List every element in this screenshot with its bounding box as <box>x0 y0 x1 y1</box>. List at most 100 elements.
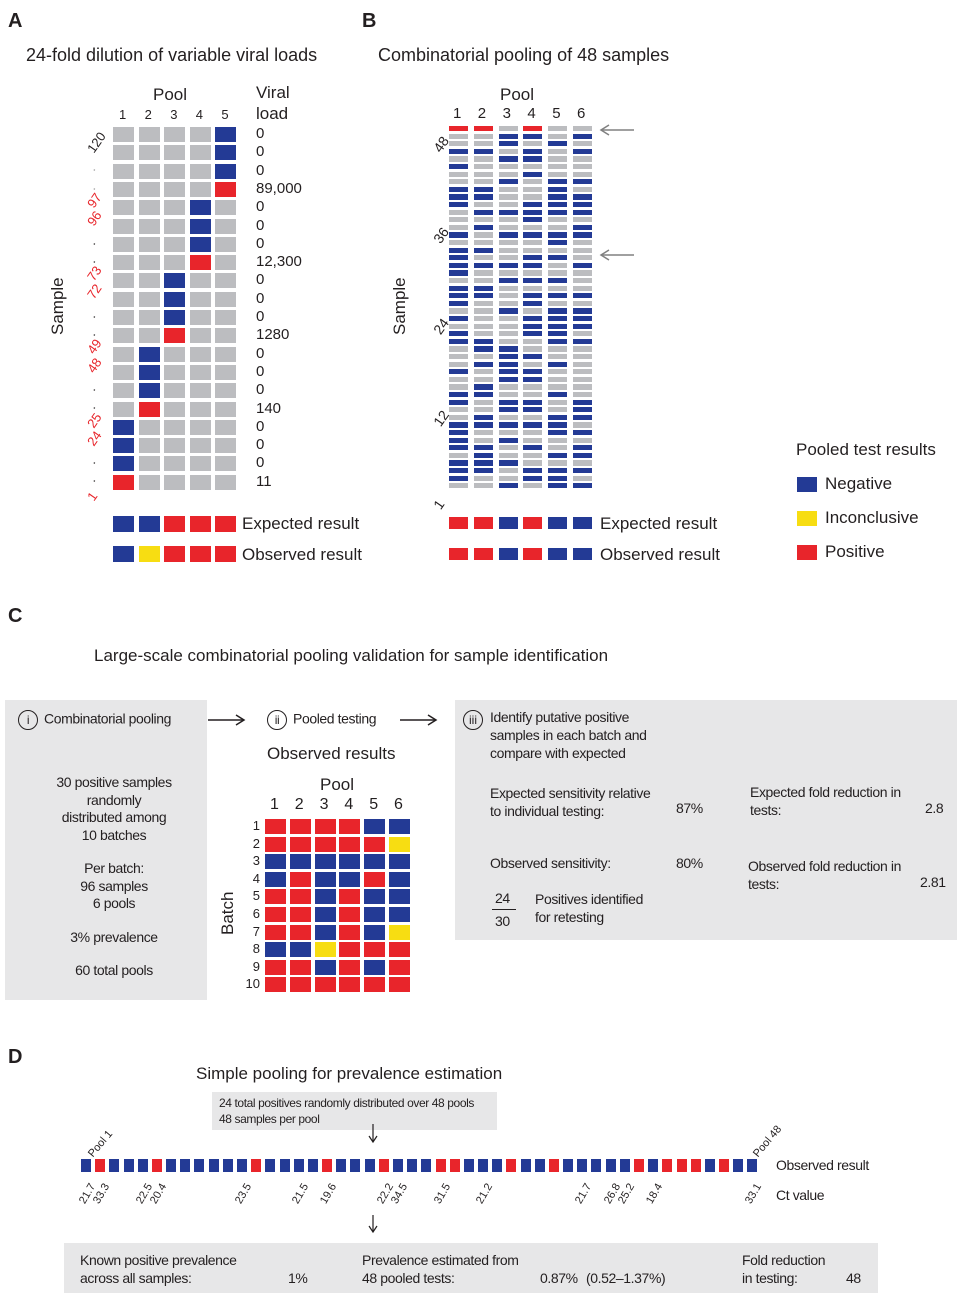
grid-cell <box>548 240 568 246</box>
grid-cell <box>523 361 543 367</box>
viral-load-value: 0 <box>256 289 265 307</box>
grid-cell <box>498 164 518 170</box>
pool-cell <box>449 1159 460 1172</box>
pool-cell <box>421 1159 432 1172</box>
panel-b-pool-label: Pool <box>500 85 535 104</box>
observed-cell <box>215 546 237 562</box>
grid-cell <box>473 430 493 436</box>
grid-cell <box>164 218 186 234</box>
grid-cell <box>289 871 311 887</box>
grid-cell <box>548 255 568 261</box>
grid-cell <box>449 331 468 337</box>
pool-cell <box>520 1159 531 1172</box>
grid-cell <box>498 407 518 413</box>
exp-sensitivity-label-2: to individual testing: <box>490 803 605 819</box>
viral-load-value: 0 <box>256 198 265 216</box>
grid-cell <box>449 384 468 390</box>
grid-cell <box>498 475 518 481</box>
grid-cell <box>548 202 568 208</box>
grid-cell <box>215 255 237 271</box>
grid-cell <box>189 438 211 454</box>
grid-cell <box>449 293 468 299</box>
grid-cell <box>548 430 568 436</box>
expected-cell <box>523 517 543 529</box>
grid-cell <box>449 156 468 162</box>
viral-load-value: 0 <box>256 161 265 179</box>
grid-cell <box>164 456 186 472</box>
grid-cell <box>473 483 493 489</box>
grid-cell <box>473 179 493 185</box>
grid-cell <box>449 414 468 421</box>
grid-cell <box>523 202 543 208</box>
grid-cell <box>573 285 592 291</box>
pool-cell <box>293 1159 304 1172</box>
grid-cell <box>498 308 518 314</box>
observed-cell <box>164 546 186 562</box>
grid-cell <box>364 942 386 958</box>
grid-cell <box>523 255 543 261</box>
grid-cell <box>573 133 592 139</box>
grid-cell <box>449 316 468 322</box>
grid-cell <box>498 392 518 398</box>
panel-a-label: A <box>8 10 23 32</box>
observed-result-label: Observed result <box>776 1157 869 1173</box>
grid-cell <box>523 331 543 337</box>
grid-cell <box>548 361 568 367</box>
grid-cell <box>189 383 211 399</box>
grid-cell <box>523 300 543 307</box>
grid-cell <box>498 437 518 443</box>
grid-cell <box>498 209 518 215</box>
grid-cell <box>473 338 493 345</box>
grid-cell <box>449 300 468 307</box>
pool-cell <box>123 1159 134 1172</box>
grid-cell <box>473 293 493 299</box>
grid-cell <box>215 310 237 325</box>
legend-label: Negative <box>825 474 893 493</box>
step2-pool-label: Pool <box>320 775 355 794</box>
grid-cell <box>473 217 493 223</box>
grid-cell <box>364 836 386 852</box>
grid-cell <box>498 445 518 451</box>
grid-cell <box>289 942 311 958</box>
grid-cell <box>265 907 286 922</box>
grid-cell <box>215 419 237 435</box>
grid-cell <box>449 346 468 352</box>
grid-cell <box>138 255 160 271</box>
grid-cell <box>523 232 543 238</box>
grid-cell <box>523 164 543 170</box>
grid-cell <box>215 346 237 362</box>
grid-cell <box>389 836 410 852</box>
grid-cell <box>189 474 211 490</box>
grid-cell <box>473 202 493 208</box>
grid-cell <box>449 217 468 223</box>
grid-cell <box>473 247 493 253</box>
observed-cell <box>523 548 543 560</box>
viral-load-value: 0 <box>256 436 265 454</box>
legend-title: Pooled test results <box>796 440 936 459</box>
expected-cell <box>573 517 592 529</box>
grid-cell <box>573 217 592 223</box>
grid-cell <box>138 236 160 252</box>
ct-value-label: Ct value <box>776 1187 825 1203</box>
grid-cell <box>523 285 543 291</box>
pool-cell <box>747 1159 758 1172</box>
pool-cell <box>166 1159 177 1172</box>
grid-cell <box>523 247 543 253</box>
grid-cell <box>449 262 468 269</box>
grid-cell <box>573 247 592 253</box>
grid-cell <box>473 224 493 231</box>
grid-cell <box>498 376 518 383</box>
observed-cell <box>498 548 518 560</box>
grid-cell <box>573 483 592 489</box>
batch-number: 9 <box>252 958 260 974</box>
grid-cell <box>473 399 493 405</box>
pool-cell <box>350 1159 361 1172</box>
observed-cell <box>449 548 468 560</box>
grid-cell <box>449 270 468 276</box>
grid-cell <box>548 179 568 185</box>
grid-cell <box>473 171 493 177</box>
grid-cell <box>449 202 468 208</box>
grid-cell <box>498 141 518 147</box>
grid-cell <box>449 475 468 481</box>
pool-number: 1 <box>270 796 279 813</box>
